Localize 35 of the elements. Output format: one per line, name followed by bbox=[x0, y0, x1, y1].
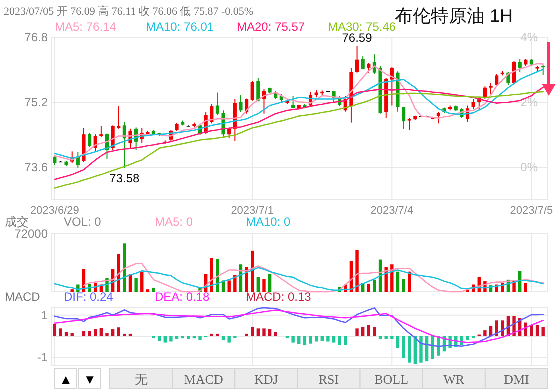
y-tick-label: -1 bbox=[37, 350, 48, 365]
text: MA20: 75.57 bbox=[237, 20, 306, 34]
text: RSI bbox=[318, 372, 340, 387]
y-tick-label: 72000 bbox=[14, 227, 48, 241]
text: DMI bbox=[504, 372, 530, 387]
series-label: MACD: 0.13 bbox=[246, 290, 312, 304]
text: MA5: 0 bbox=[155, 215, 194, 229]
series-label: DEA: 0.18 bbox=[155, 290, 210, 304]
annotation: 73.58 bbox=[110, 171, 140, 186]
text: MA10: 0 bbox=[246, 215, 292, 229]
text: VOL: 0 bbox=[64, 215, 102, 229]
text: 2023/07/05 开 76.09 高 76.11 收 76.06 低 75.87 -0.05% bbox=[4, 5, 254, 18]
legend-title: MACD bbox=[5, 290, 41, 304]
text: MA10: 76.01 bbox=[146, 20, 214, 34]
text: ▼ bbox=[84, 372, 96, 387]
text: 无 bbox=[134, 372, 148, 387]
series-label: DIF: 0.24 bbox=[64, 290, 114, 304]
y-tick-label: 1 bbox=[41, 308, 48, 322]
text: KDJ bbox=[254, 372, 278, 387]
x-tick-label: 2023/7/1 bbox=[231, 205, 274, 217]
x-tick-label: 2023/7/4 bbox=[370, 205, 414, 217]
y-tick-label: 75.2 bbox=[24, 96, 48, 110]
chart-title: 布伦特原油 1H bbox=[395, 6, 514, 26]
annotation: 76.59 bbox=[342, 31, 373, 46]
x-tick-label: 2023/7/5 bbox=[510, 205, 554, 217]
text: MA5: 76.14 bbox=[55, 20, 117, 34]
y-tick-label: 76.8 bbox=[24, 30, 48, 44]
legend-title: 成交 bbox=[5, 215, 29, 229]
text: MA30: 75.46 bbox=[328, 20, 396, 34]
text: ▲ bbox=[60, 372, 72, 387]
text: MACD bbox=[184, 372, 224, 387]
text: WR bbox=[444, 372, 465, 387]
x-tick-label: 2023/6/29 bbox=[30, 205, 80, 217]
y-tick-label: 73.6 bbox=[24, 160, 48, 174]
text: BOLL bbox=[374, 372, 409, 387]
